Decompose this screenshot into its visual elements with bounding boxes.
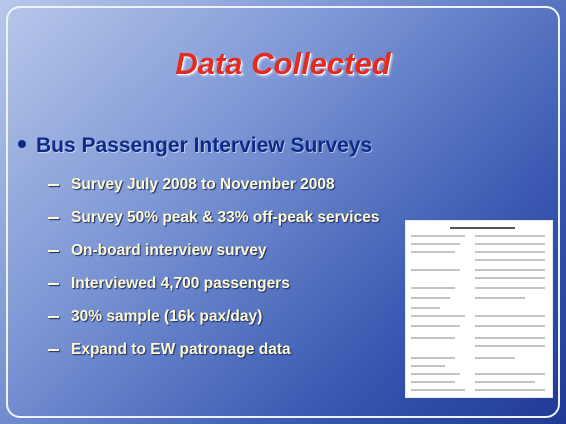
sub-bullet-dash — [48, 184, 59, 186]
bullet-text: Bus Passenger Interview Surveys — [36, 134, 372, 157]
sub-bullet-text: Interviewed 4,700 passengers — [71, 275, 290, 292]
sub-bullet: On-board interview survey — [48, 242, 379, 275]
sub-bullet-dash — [48, 250, 59, 252]
bullet: Bus Passenger Interview Surveys — [18, 134, 372, 158]
sub-bullet-text: On-board interview survey — [71, 242, 267, 259]
sub-bullet: Survey 50% peak & 33% off-peak services — [48, 209, 379, 242]
sub-bullet-text: 30% sample (16k pax/day) — [71, 308, 262, 325]
sub-bullet-text: Survey July 2008 to November 2008 — [71, 176, 335, 193]
sub-bullet: 30% sample (16k pax/day) — [48, 308, 379, 341]
sub-bullet-dash — [48, 283, 59, 285]
slide-title: Data Collected — [0, 46, 566, 82]
survey-form-image — [405, 220, 553, 398]
bullet-dot — [18, 140, 26, 148]
sub-bullet-text: Survey 50% peak & 33% off-peak services — [71, 209, 379, 226]
page: Data Collected Bus Passenger Interview S… — [0, 0, 566, 424]
sub-bullet-dash — [48, 316, 59, 318]
sub-bullet: Survey July 2008 to November 2008 — [48, 176, 379, 209]
sub-bullet: Interviewed 4,700 passengers — [48, 275, 379, 308]
sub-bullet-list: Survey July 2008 to November 2008 Survey … — [48, 176, 379, 374]
slide: Data Collected Bus Passenger Interview S… — [0, 0, 566, 424]
sub-bullet: Expand to EW patronage data — [48, 341, 379, 374]
sub-bullet-dash — [48, 217, 59, 219]
sub-bullet-text: Expand to EW patronage data — [71, 341, 291, 358]
sub-bullet-dash — [48, 349, 59, 351]
